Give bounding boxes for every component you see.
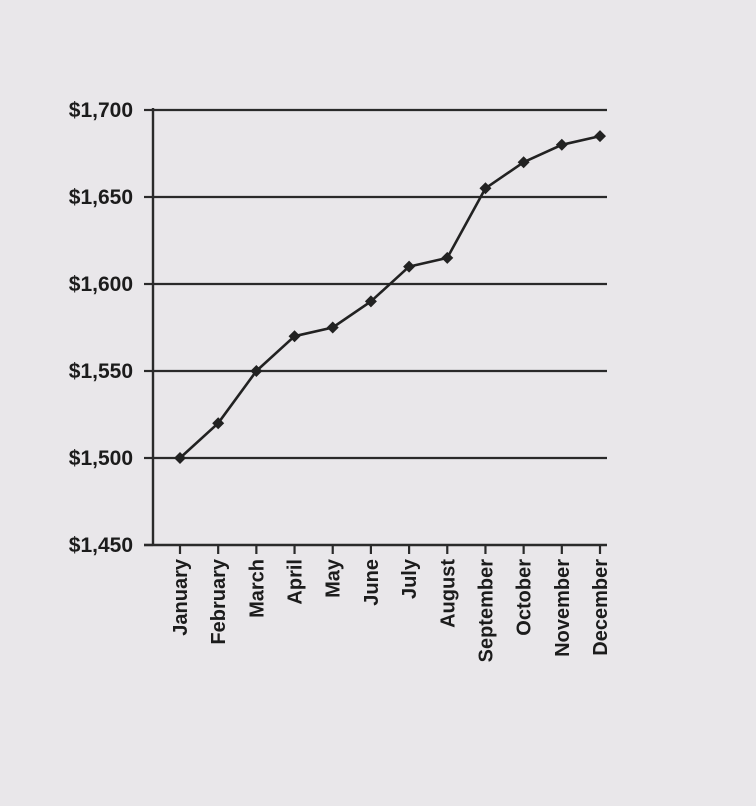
data-point bbox=[555, 138, 568, 151]
data-point bbox=[212, 417, 225, 430]
data-point bbox=[441, 251, 454, 264]
axes bbox=[144, 108, 607, 554]
y-tick-label: $1,550 bbox=[69, 360, 133, 383]
x-tick-label: March bbox=[246, 559, 268, 618]
data-point bbox=[326, 321, 339, 334]
y-tick-labels: $1,450 $1,500 $1,550 $1,600 $1,650 $1,700 bbox=[69, 99, 133, 557]
data-point bbox=[364, 295, 377, 308]
x-tick-label: October bbox=[514, 559, 536, 636]
data-point bbox=[288, 330, 301, 343]
x-tick-label: April bbox=[285, 559, 307, 605]
data-points bbox=[174, 130, 606, 464]
y-tick-label: $1,450 bbox=[69, 534, 133, 557]
gridlines bbox=[153, 108, 607, 460]
data-point bbox=[174, 452, 186, 464]
x-tick-label: January bbox=[170, 558, 192, 636]
x-tick-label: May bbox=[323, 558, 345, 598]
data-point bbox=[517, 156, 530, 169]
series-line-layer bbox=[179, 134, 601, 459]
x-tick-label: September bbox=[475, 559, 497, 663]
x-tick-label: July bbox=[399, 558, 421, 599]
data-point bbox=[250, 365, 263, 377]
x-tick-label: December bbox=[590, 559, 612, 656]
data-point bbox=[594, 130, 606, 143]
y-tick-label: $1,500 bbox=[69, 447, 133, 470]
data-point bbox=[479, 182, 492, 195]
data-point bbox=[403, 260, 416, 273]
series-line bbox=[179, 134, 601, 459]
y-tick-label: $1,700 bbox=[69, 99, 133, 122]
x-tick-label: November bbox=[552, 559, 574, 657]
x-tick-label: August bbox=[437, 559, 459, 628]
y-tick-label: $1,600 bbox=[69, 273, 133, 296]
x-tick-labels: January February March April May June July Augu… bbox=[170, 558, 612, 662]
x-tick-label: June bbox=[361, 559, 383, 606]
y-tick-label: $1,650 bbox=[69, 186, 133, 209]
x-tick-label: February bbox=[208, 558, 230, 644]
